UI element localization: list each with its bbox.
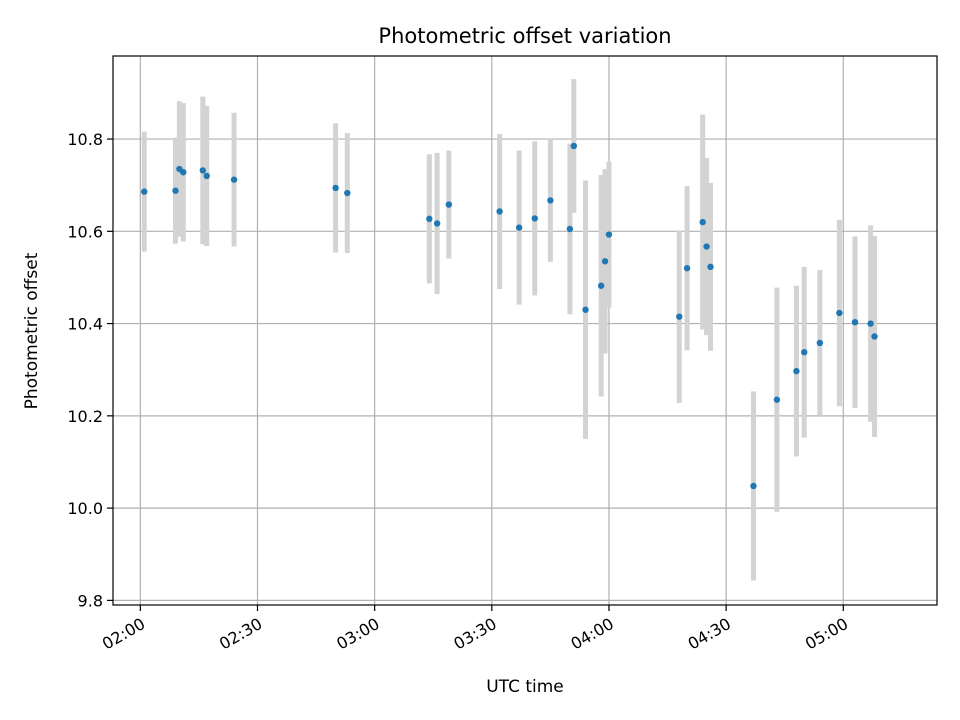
data-point	[699, 218, 706, 226]
data-point	[773, 396, 781, 403]
data-points	[141, 142, 878, 490]
data-point	[570, 142, 578, 150]
data-point	[344, 189, 351, 197]
data-point	[707, 263, 714, 271]
data-point	[601, 258, 609, 265]
y-tick-label: 10.8	[67, 130, 103, 149]
data-point	[851, 318, 859, 326]
data-point	[180, 169, 187, 176]
plot-frame	[112, 55, 938, 606]
data-point	[515, 224, 523, 231]
data-point	[871, 333, 878, 340]
data-point	[566, 225, 574, 233]
data-point	[199, 167, 207, 174]
data-point	[605, 231, 613, 238]
x-axis-label: UTC time	[486, 677, 564, 697]
y-tick-label: 10.2	[67, 407, 103, 426]
data-point	[426, 215, 433, 223]
data-point	[203, 172, 210, 180]
y-axis-ticks: 9.8 10.0 10.2 10.4 10.6 10.8	[67, 130, 113, 610]
data-point	[141, 188, 148, 195]
y-tick-label: 10.4	[67, 315, 103, 334]
chart-title: Photometric offset variation	[378, 24, 671, 48]
y-axis-label: Photometric offset	[22, 252, 42, 409]
data-point	[445, 201, 453, 208]
data-point	[230, 176, 238, 183]
data-point	[332, 184, 339, 192]
data-point	[801, 348, 808, 356]
data-point	[496, 208, 503, 215]
data-point	[433, 220, 441, 227]
y-tick-label: 10.6	[67, 222, 103, 241]
data-point	[793, 367, 800, 375]
data-point	[547, 197, 554, 204]
data-point	[816, 339, 824, 347]
data-point	[683, 265, 691, 272]
data-point	[750, 482, 757, 490]
data-point	[867, 320, 874, 327]
y-tick-label: 9.8	[78, 591, 103, 610]
data-point	[703, 243, 710, 250]
data-point	[582, 306, 589, 313]
data-point	[676, 313, 683, 320]
data-point	[836, 309, 843, 317]
data-point	[531, 215, 538, 222]
y-tick-label: 10.0	[67, 499, 103, 518]
data-point	[597, 282, 605, 289]
data-point	[172, 187, 179, 194]
grid	[113, 56, 937, 605]
